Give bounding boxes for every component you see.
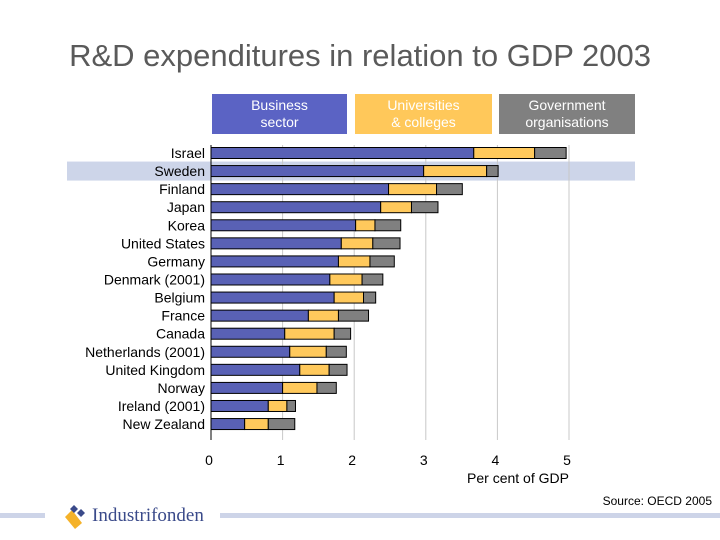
category-label: New Zealand (123, 416, 206, 432)
bar-segment (423, 165, 488, 178)
category-label: Netherlands (2001) (85, 344, 205, 360)
x-tick-label: 2 (348, 452, 356, 468)
category-label: Sweden (154, 163, 205, 179)
bar-segment (210, 237, 342, 250)
category-label: Korea (168, 217, 206, 233)
bar-segment (380, 201, 412, 214)
bar-segment (267, 399, 288, 412)
footer-rule-left (0, 513, 45, 518)
bar-segment (210, 345, 291, 358)
bar-segment (210, 399, 269, 412)
legend-label: Business sector (251, 97, 308, 130)
bar-segment (369, 255, 395, 268)
x-tick-label: 4 (492, 452, 500, 468)
bar-segment (210, 183, 390, 196)
category-label: Norway (158, 380, 205, 396)
bar-segment (388, 183, 438, 196)
bar-segment (267, 418, 296, 431)
logo-icon (65, 505, 85, 529)
legend-label: Universities & colleges (387, 97, 460, 130)
legend-business-sector: Business sector (212, 94, 347, 134)
category-label: United States (121, 235, 205, 251)
legend-universities: Universities & colleges (355, 94, 492, 134)
bar-segment (328, 363, 348, 376)
bar-segment (340, 237, 374, 250)
bar-segment (534, 147, 567, 159)
bar-segment (372, 237, 401, 250)
bar-segment (473, 147, 536, 159)
bar-segment (355, 219, 376, 232)
bar-segment (244, 418, 269, 431)
x-tick-label: 1 (277, 452, 285, 468)
x-tick-label: 3 (420, 452, 428, 468)
bar-segment (333, 327, 352, 340)
category-label: Denmark (2001) (104, 271, 205, 287)
bar-segment (210, 381, 284, 394)
bar-segment (210, 147, 475, 159)
category-label: Ireland (2001) (118, 398, 205, 414)
bar-segment (210, 309, 309, 322)
bar-segment (337, 255, 371, 268)
legend-government: Government organisations (499, 94, 635, 134)
x-axis-label: Per cent of GDP (467, 470, 569, 486)
bar-segment (289, 345, 327, 358)
bar-segment (210, 291, 335, 304)
bar-segment (299, 363, 330, 376)
category-label: Belgium (154, 290, 205, 306)
bar-segment (210, 165, 425, 178)
bar-segment (286, 399, 296, 412)
bar-segment (307, 309, 339, 322)
bar-segment (210, 418, 246, 431)
bar-segment (210, 201, 382, 214)
bar-segment (410, 201, 439, 214)
bar-segment (282, 381, 318, 394)
bar-segment (361, 273, 384, 286)
bar-segment (316, 381, 337, 394)
bar-segment (486, 165, 499, 178)
bar-segment (284, 327, 335, 340)
x-tick-label: 5 (563, 452, 571, 468)
bar-segment (210, 273, 331, 286)
category-label: France (161, 308, 205, 324)
bar-segment (363, 291, 377, 304)
category-label: Japan (167, 199, 205, 215)
bar-segment (436, 183, 463, 196)
industrifonden-logo: Industrifonden (62, 503, 204, 529)
bar-segment (325, 345, 347, 358)
bar-segment (374, 219, 402, 232)
x-tick-label: 0 (205, 452, 213, 468)
stacked-bar-chart: Israel Sweden Finland Japan Korea United Stat… (67, 145, 635, 486)
footer-rule-right (220, 513, 720, 518)
bar-segment (210, 363, 301, 376)
bar-segment (210, 327, 286, 340)
slide-title: R&D expenditures in relation to GDP 2003 (69, 38, 651, 73)
source-note: Source: OECD 2005 (602, 494, 712, 508)
bar-segment (210, 219, 357, 232)
category-label: Israel (171, 145, 205, 161)
legend-label: Government organisations (525, 97, 609, 130)
category-label: Finland (159, 181, 205, 197)
bar-segment (333, 291, 365, 304)
category-label: Germany (147, 253, 205, 269)
logo-text: Industrifonden (92, 505, 204, 526)
bar-segment (210, 255, 339, 268)
category-label: Canada (156, 326, 205, 342)
bar-segment (329, 273, 363, 286)
bar-segment (337, 309, 370, 322)
category-label: United Kingdom (105, 362, 205, 378)
